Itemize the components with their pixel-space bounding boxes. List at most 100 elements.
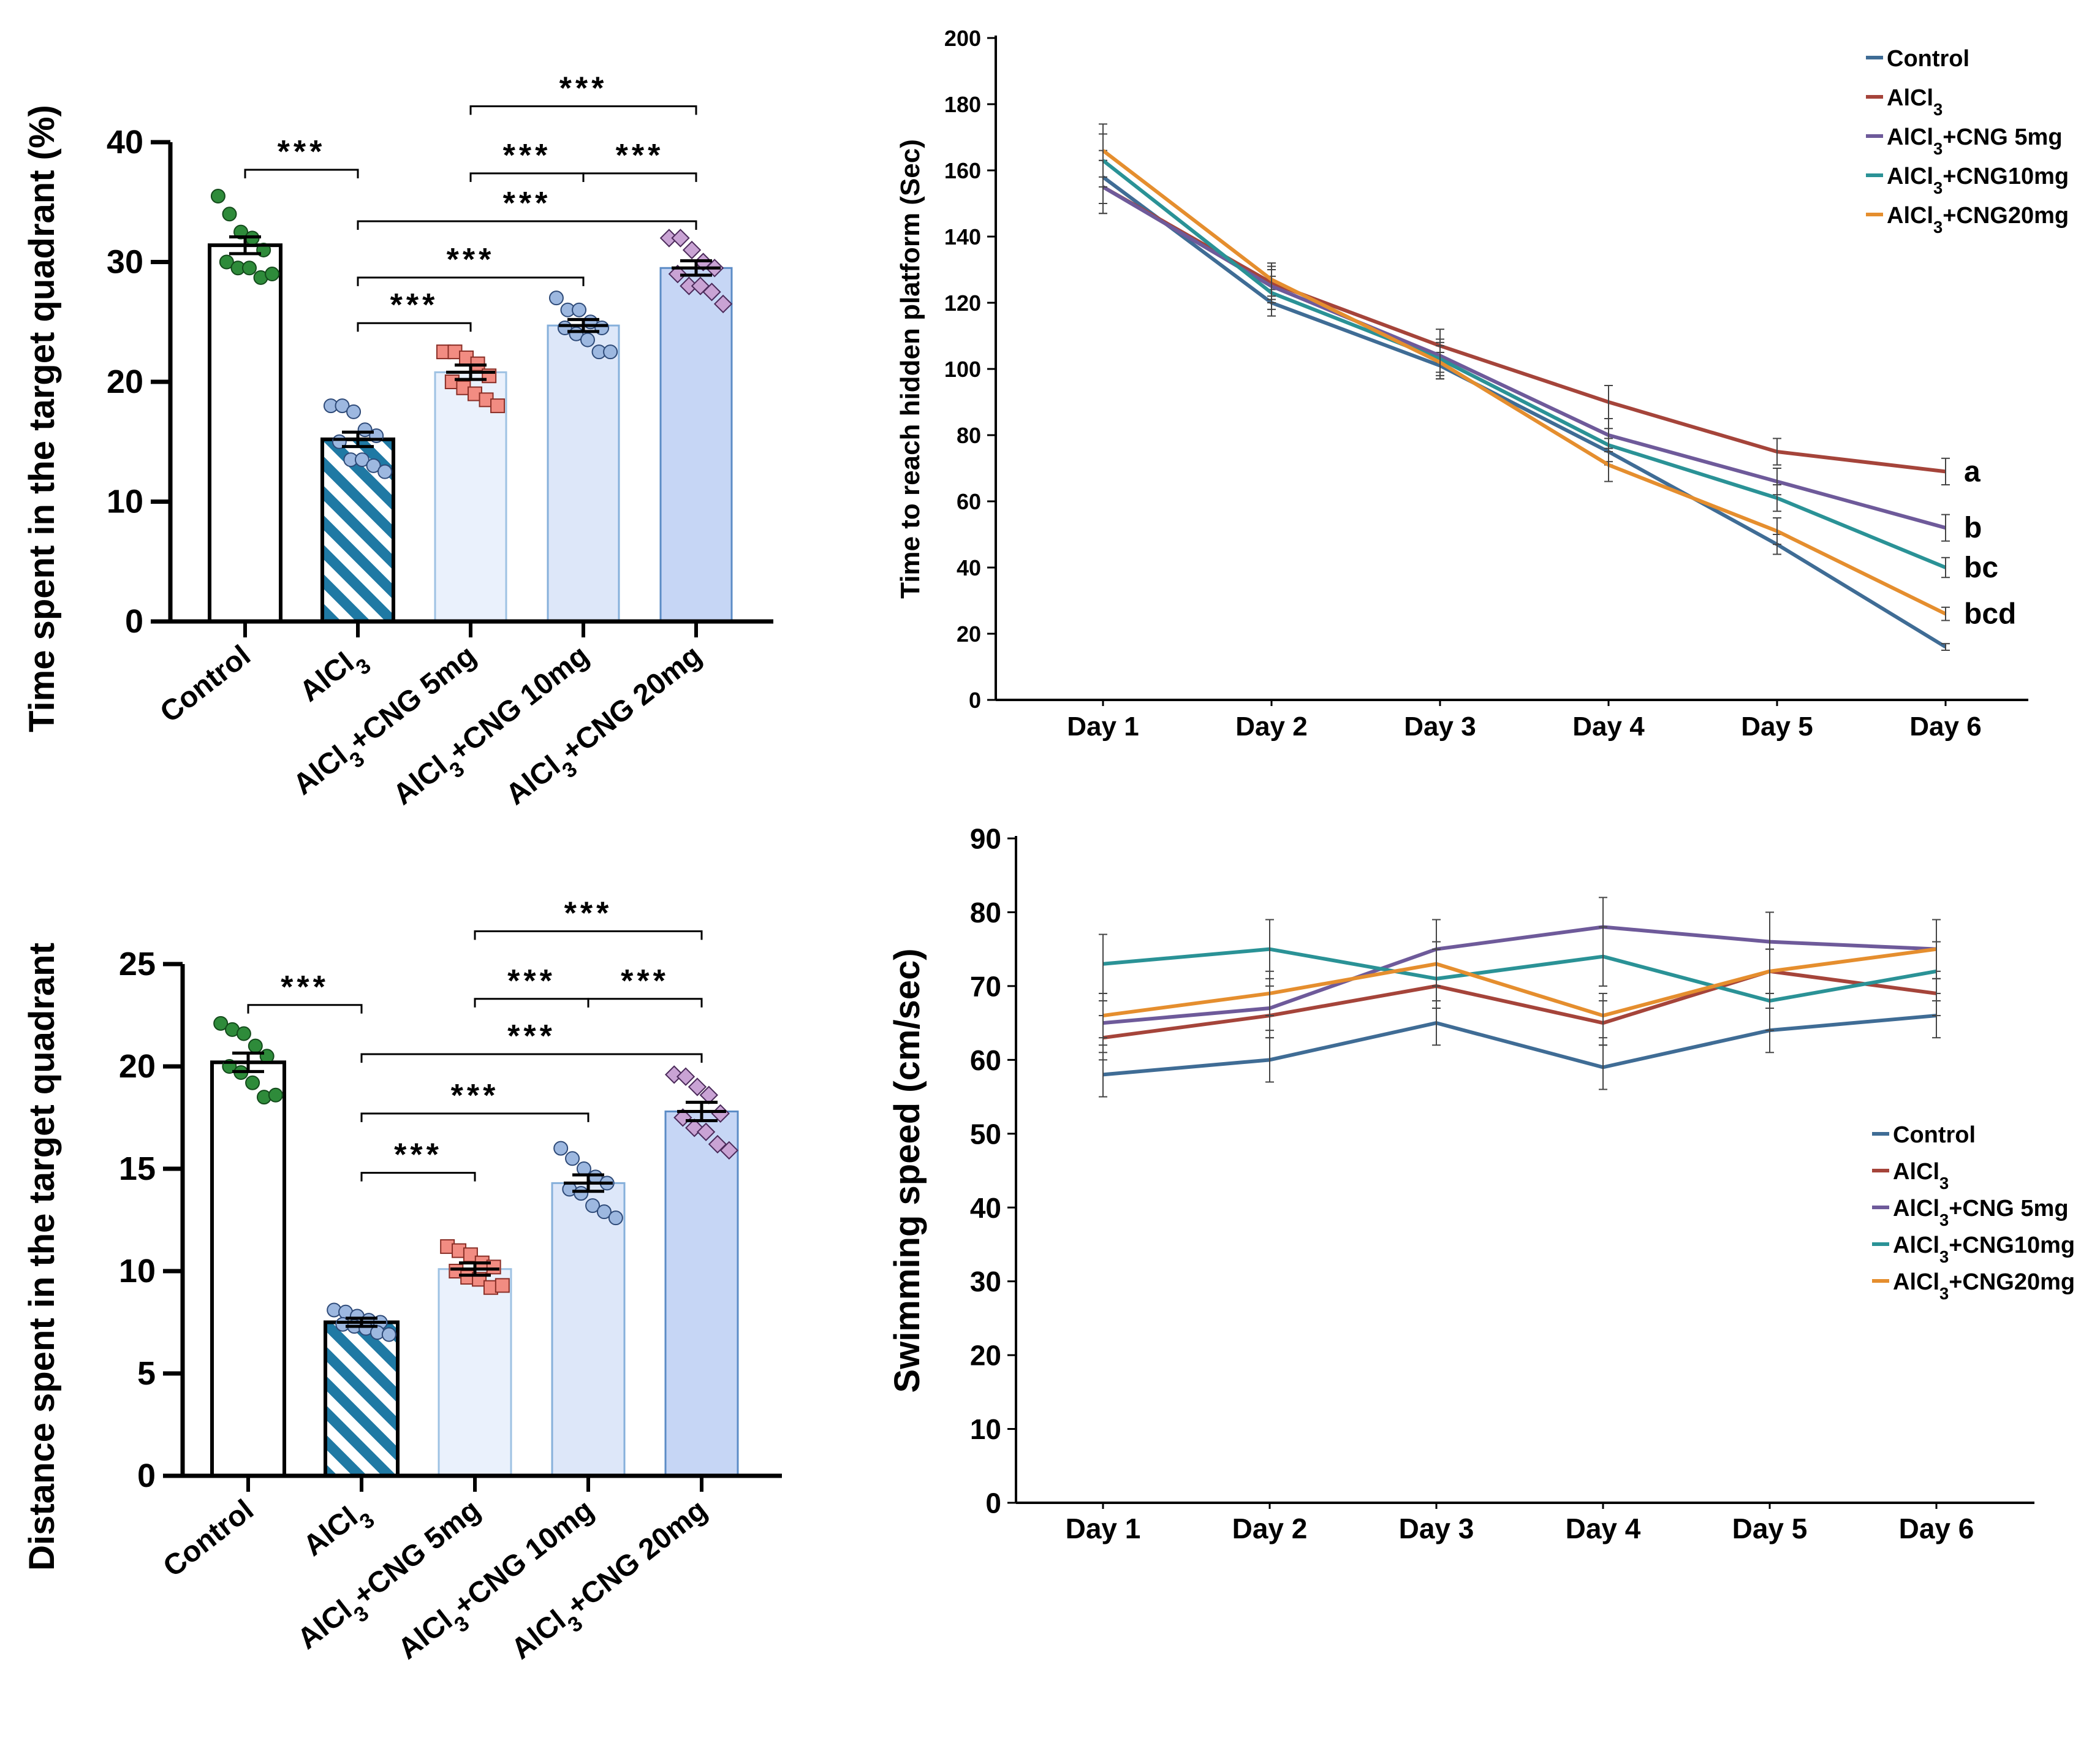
y-tick-label: 0 [985,1487,1001,1519]
data-point [688,1077,707,1096]
y-tick-label: 30 [107,244,143,281]
data-point [664,1065,684,1084]
x-tick-label: Day 5 [1741,712,1813,742]
bar-0 [210,1060,286,1478]
x-tick-label: Day 2 [1232,1513,1308,1544]
data-point [213,1016,229,1031]
significance-bracket [469,105,697,115]
significance-bracket [474,998,589,1008]
legend-label: Control [1893,1122,1976,1148]
y-axis-label: Time to reach hidden platform (Sec) [895,139,925,599]
significance-label: *** [507,963,556,999]
x-tick-label: Control [154,639,257,729]
chart-svg: 0 20 40 60 80 100 120 140 160 180 200 Day 1 Day 2 Day… [895,26,2069,742]
y-tick-label: 5 [137,1355,156,1392]
swimming-speed-line-chart: 0 10 20 30 40 50 60 70 80 90 Day 1 Day 2 Day 3 Day 4 D… [882,797,2100,1751]
y-tick-label: 90 [970,823,1001,855]
data-point [236,1026,251,1041]
series-line-1 [1102,185,1946,474]
x-tick-label: AlCl3+CNG 10mg [387,639,601,815]
series-line-0 [1102,175,1947,649]
escape-latency-line-chart: 0 20 40 60 80 100 120 140 160 180 200 Day 1 Day 2 Day… [882,0,2100,766]
data-point [241,260,257,276]
significance-bracket [582,172,697,182]
y-tick-label: 60 [957,489,981,514]
significance-bracket [357,276,585,286]
data-point [668,264,688,284]
significance-label: *** [281,970,329,1005]
end-label: a [1964,455,1981,488]
x-tick-label: Day 6 [1899,1513,1974,1544]
y-tick-label: 50 [970,1118,1001,1150]
data-point [210,188,226,203]
legend-label: AlCl3 [1887,85,1943,119]
data-point [265,267,280,282]
significance-bracket [360,1053,703,1063]
significance-bracket [247,1004,363,1014]
significance-bracket [360,1172,476,1182]
y-tick-label: 80 [970,897,1001,929]
chart-svg: 0 10 20 30 40 50 60 70 80 90 Day 1 Day 2 Day 3 Day 4 D… [887,823,2075,1544]
distance-in-target-quadrant-bar-chart: 0 5 10 15 20 25 Control AlCl3 AlCl3+CNG 5mg AlCl3… [0,858,858,1751]
y-axis-label: Distance spent in the target quadrant [22,943,62,1571]
significance-label: *** [390,287,439,323]
significance-bracket [357,220,697,230]
y-tick-label: 40 [957,555,981,580]
data-point [596,1204,612,1220]
y-axis-label: Swimming speed (cm/sec) [887,948,927,1392]
y-tick-label: 10 [119,1253,156,1290]
x-tick-label: AlCl3 [294,639,375,716]
data-point [676,1067,696,1086]
data-point [366,458,381,473]
y-tick-label: 180 [944,92,981,117]
data-point [346,404,362,419]
data-point [713,294,733,314]
series-line-1 [1102,969,1937,1040]
significance-label: *** [447,242,495,278]
legend-label: AlCl3+CNG10mg [1887,164,2069,197]
legend-label: AlCl3 [1893,1159,1949,1193]
data-point [574,1186,589,1201]
y-tick-label: 100 [944,357,981,382]
bar-4 [659,267,733,623]
significance-label: *** [616,138,664,173]
y-tick-label: 20 [957,621,981,647]
y-tick-label: 0 [137,1457,156,1494]
y-tick-label: 0 [969,688,981,713]
significance-label: *** [503,186,552,221]
y-tick-label: 40 [970,1192,1001,1224]
significance-label: *** [507,1019,556,1054]
bar-1 [324,1320,400,1478]
y-tick-label: 25 [119,946,156,982]
x-tick-label: Day 2 [1235,712,1307,742]
significance-label: *** [278,134,326,170]
data-point [335,398,350,414]
x-tick-label: Day 1 [1066,1513,1141,1544]
data-point [548,291,564,306]
data-point [580,332,595,348]
data-point [248,1038,263,1054]
data-point [553,1141,569,1156]
data-point [608,1210,623,1226]
data-point [381,1327,396,1342]
data-point [682,240,702,260]
x-tick-label: AlCl3+CNG 10mg [392,1494,606,1674]
significance-label: *** [503,138,552,173]
series-line-3 [1102,947,1937,1003]
y-tick-label: 30 [970,1266,1001,1297]
y-tick-label: 200 [944,26,981,51]
legend-label: Control [1887,46,1969,72]
y-tick-label: 120 [944,291,981,316]
y-tick-label: 60 [970,1044,1001,1076]
bar-2 [438,1268,512,1477]
significance-bracket [360,1112,589,1122]
significance-bracket [587,998,703,1008]
significance-bracket [474,930,703,940]
data-point [702,283,721,302]
x-tick-label: Day 3 [1404,712,1476,742]
data-point [245,1075,260,1090]
y-tick-label: 40 [107,124,143,161]
data-point [268,1087,283,1103]
significance-bracket [357,322,472,332]
